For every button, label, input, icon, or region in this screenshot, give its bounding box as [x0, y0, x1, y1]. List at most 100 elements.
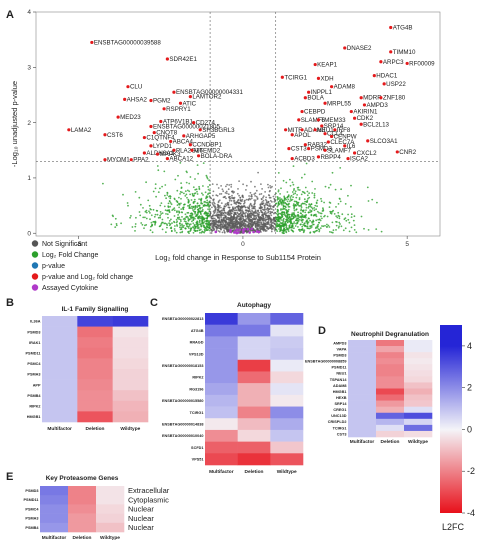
gene-label: ADAM8: [334, 84, 356, 91]
scatter-point: [244, 219, 246, 222]
scatter-point: [168, 209, 171, 211]
scatter-point: [208, 179, 211, 182]
scatter-point: [309, 205, 312, 208]
scatter-point: [239, 208, 242, 210]
heatmap-cell: [40, 504, 69, 514]
scatter-point: [156, 210, 159, 212]
scatter-point: [179, 224, 182, 227]
scatter-point: [223, 225, 226, 228]
scatter-point: [207, 215, 209, 218]
scatter-point: [169, 223, 172, 226]
scatter-point: [151, 224, 153, 227]
scatter-point: [163, 170, 166, 173]
scatter-point: [350, 205, 352, 208]
scatter-point: [320, 215, 322, 218]
scatter-point: [285, 226, 288, 229]
scatter-point: [217, 227, 220, 229]
heatmap-cell: [77, 358, 113, 370]
heatmap-cell: [68, 513, 97, 524]
scatter-point: [326, 215, 329, 218]
scatter-point: [257, 225, 260, 228]
scatter-point: [267, 211, 270, 213]
scatter-point: [250, 180, 252, 183]
scatter-point: [309, 232, 311, 234]
scatter-point: [208, 223, 211, 226]
scatter-point: [280, 229, 282, 232]
heatmap-row-label: CREG1: [333, 408, 346, 412]
scatter-point: [230, 203, 233, 206]
heatmap-row-label: VPS13D: [189, 352, 204, 356]
scatter-point: [310, 213, 313, 216]
scatter-point: [198, 229, 201, 231]
gene-label: MAPK3: [160, 151, 182, 158]
scatter-point: [261, 202, 264, 205]
scatter-point: [228, 206, 231, 209]
scatter-point: [313, 196, 316, 199]
scatter-point: [274, 229, 276, 232]
scatter-point: [189, 193, 192, 196]
scatter-point: [270, 208, 273, 211]
scatter-point: [217, 187, 220, 189]
scatter-point: [205, 212, 208, 214]
heatmap-cell: [40, 486, 69, 496]
scatter-point: [306, 227, 309, 230]
scatter-point: [353, 229, 356, 231]
significant-gene-point: [155, 152, 160, 156]
scatter-point: [309, 225, 312, 228]
gene-label: RBPP4: [320, 154, 341, 161]
scatter-point: [251, 213, 254, 216]
scatter-point: [234, 207, 237, 210]
scatter-point: [297, 217, 299, 220]
significant-gene-point: [297, 118, 301, 122]
scatter-point: [184, 227, 187, 230]
gene-label: MYOM1: [107, 157, 130, 164]
scatter-point: [273, 200, 276, 203]
scatter-point: [213, 217, 216, 220]
scatter-point: [178, 202, 181, 205]
scatter-point: [363, 227, 365, 230]
scatter-point: [247, 198, 250, 201]
scatter-point: [168, 200, 171, 202]
scatter-point: [249, 223, 251, 225]
gene-label: SLAMF7: [327, 147, 352, 154]
scatter-point: [272, 195, 275, 198]
scatter-point: [291, 226, 294, 229]
scatter-point: [270, 214, 273, 217]
scatter-point: [194, 217, 196, 220]
scatter-point: [140, 222, 143, 224]
significant-gene-point: [287, 147, 291, 151]
scatter-point: [321, 210, 324, 212]
heatmap-cell: [404, 388, 433, 395]
significant-gene-point: [152, 130, 156, 135]
significant-gene-point: [359, 122, 363, 126]
scatter-point: [260, 221, 263, 224]
scatter-point: [263, 206, 266, 208]
scatter-point: [240, 200, 243, 203]
heatmap-column-label: Wildtype: [408, 439, 428, 445]
scatter-point: [212, 226, 215, 229]
scatter-point-cytokine: [246, 228, 250, 231]
scatter-point: [164, 194, 166, 197]
scatter-point: [253, 204, 256, 206]
heatmap-column-label: Multifactor: [47, 426, 72, 432]
scatter-point: [169, 202, 172, 204]
scatter-point: [188, 190, 191, 193]
scatter-point: [313, 209, 316, 212]
scatter-point: [273, 212, 275, 215]
heatmap-cell: [77, 337, 113, 349]
scatter-point: [313, 213, 316, 216]
scatter-point: [329, 183, 332, 186]
heatmap-row-label: VAPA: [337, 347, 347, 351]
scatter-point: [170, 227, 173, 230]
heatmap-cell: [376, 376, 405, 383]
scatter-point: [367, 200, 370, 202]
scatter-point: [267, 183, 269, 186]
scatter-point: [260, 183, 262, 186]
scatter-point: [201, 192, 203, 195]
scatter-point: [276, 220, 279, 223]
scatter-point: [271, 201, 273, 203]
scatter-point: [176, 204, 179, 207]
scatter-point: [208, 184, 211, 186]
scatter-point: [306, 199, 309, 202]
panel-letter-b: B: [6, 297, 14, 309]
